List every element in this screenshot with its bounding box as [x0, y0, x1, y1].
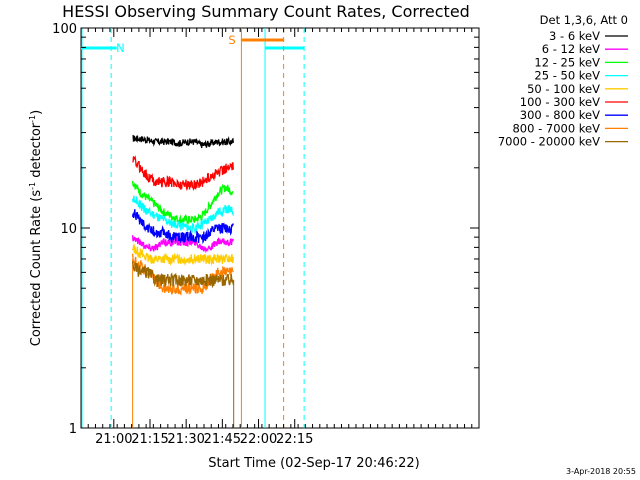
- series-line-0: [132, 134, 234, 149]
- chart-title: HESSI Observing Summary Count Rates, Cor…: [62, 2, 470, 21]
- x-tick-label: 21:00: [95, 432, 132, 447]
- y-axis-label-main: Corrected Count Rate (s: [29, 190, 44, 347]
- legend-label: 12 - 25 keV: [534, 55, 600, 69]
- y-tick-label: 100: [52, 22, 77, 37]
- y-tick-label: 1: [69, 422, 77, 437]
- x-tick-label: 22:00: [240, 432, 277, 447]
- series-line-6: [131, 209, 234, 245]
- y-axis-label-sup1: -1: [28, 182, 37, 190]
- timestamp: 3-Apr-2018 20:55: [566, 467, 636, 476]
- legend-label: 50 - 100 keV: [527, 82, 600, 96]
- plot-frame: [80, 27, 480, 429]
- legend-label: 3 - 6 keV: [549, 29, 600, 43]
- series-lines: [131, 134, 234, 296]
- y-tick-label: 10: [60, 222, 77, 237]
- x-tick-label: 22:15: [276, 432, 313, 447]
- x-axis-label: Start Time (02-Sep-17 20:46:22): [208, 456, 419, 471]
- legend-label: 7000 - 20000 keV: [498, 135, 600, 149]
- series-line-2: [131, 180, 234, 226]
- legend-label: 25 - 50 keV: [534, 69, 600, 83]
- flag-markers: NS: [81, 28, 305, 428]
- saa-flag-label: S: [228, 33, 235, 47]
- legend-label: 6 - 12 keV: [542, 42, 600, 56]
- legend-label: 300 - 800 keV: [520, 108, 600, 122]
- y-axis-label-end: ): [29, 110, 44, 115]
- x-tick-label: 21:30: [167, 432, 204, 447]
- y-axis-label: Corrected Count Rate (s-1 detector-1): [28, 110, 44, 346]
- series-line-1: [131, 235, 234, 254]
- x-tick-label: 21:45: [204, 432, 241, 447]
- y-axis-label-sup2: -1: [28, 115, 37, 123]
- legend-label: 800 - 7000 keV: [512, 121, 600, 135]
- series-line-4: [131, 243, 234, 267]
- y-axis: 1 10 100: [52, 22, 479, 437]
- night-flag-label: N: [116, 41, 125, 55]
- y-axis-label-mid: detector: [29, 122, 44, 182]
- x-tick-label: 21:15: [131, 432, 168, 447]
- series-line-5: [132, 155, 234, 192]
- legend-title: Det 1,3,6, Att 0: [540, 13, 628, 27]
- plot-area: [80, 27, 480, 429]
- series-line-3: [131, 195, 234, 235]
- legend-label: 100 - 300 keV: [520, 95, 600, 109]
- series-line-8: [131, 261, 234, 289]
